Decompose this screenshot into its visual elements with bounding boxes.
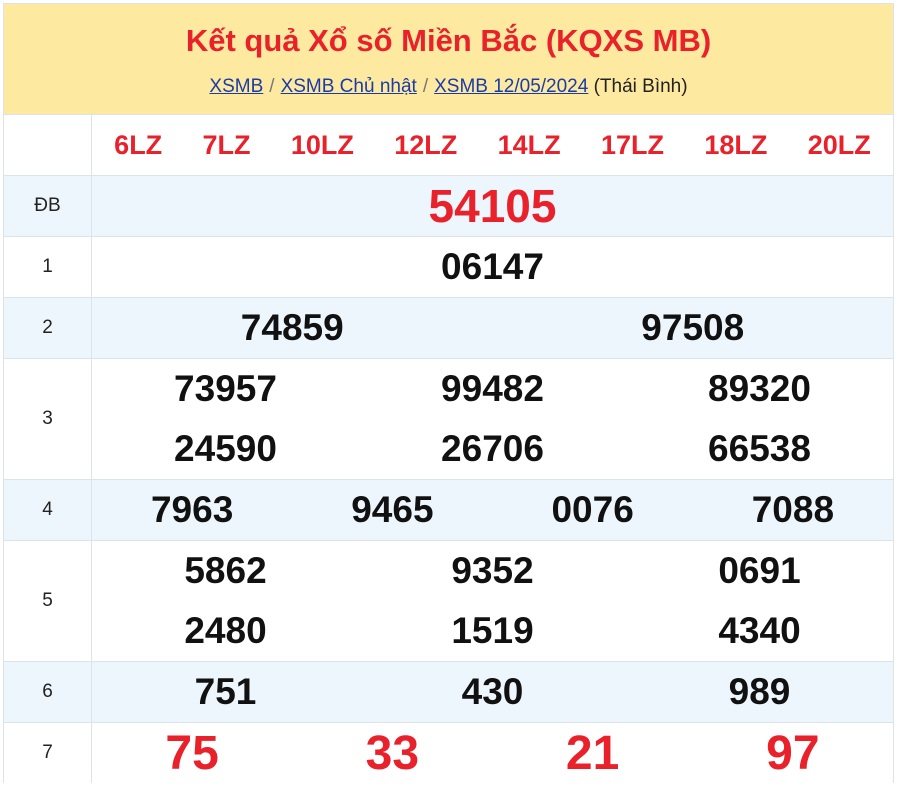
prize-label: 1: [4, 236, 92, 298]
prize-number: 751: [194, 671, 257, 712]
code: 12LZ: [394, 129, 458, 160]
code: 14LZ: [497, 129, 561, 160]
prize-number: 7963: [150, 489, 234, 530]
prize-label: 6: [4, 661, 92, 723]
prize-label: ĐB: [4, 175, 92, 237]
prize-number: 74859: [240, 307, 344, 348]
prize-row: 7 75 33 21 97: [4, 722, 893, 783]
prize-row: 5 5862 9352 0691 2480 1519 4340: [4, 540, 893, 662]
breadcrumb-xsmb-date[interactable]: XSMB 12/05/2024: [434, 76, 589, 97]
prize-number: 9465: [351, 489, 434, 530]
prize-number: 97508: [641, 307, 745, 348]
prize-number: 97: [766, 726, 820, 780]
separator: /: [422, 76, 429, 97]
prize-number: 0691: [718, 550, 801, 591]
prize-label: 5: [4, 540, 92, 662]
code: 6LZ: [114, 129, 163, 160]
prize-number: 99482: [441, 368, 544, 409]
prize-number: 9352: [451, 550, 534, 591]
prize-row: 2 74859 97508: [4, 297, 893, 359]
prize-number: 26706: [441, 428, 544, 469]
prize-number: 66538: [708, 428, 811, 469]
prize-label: 3: [4, 358, 92, 480]
code: 10LZ: [290, 129, 354, 160]
prize-row: 3 73957 99482 89320 24590 26706 66538: [4, 358, 893, 480]
prize-number: 430: [461, 671, 524, 712]
code: 20LZ: [807, 129, 871, 160]
prize-number: 4340: [718, 610, 801, 651]
prize-number: 33: [365, 726, 420, 780]
results-table: 6LZ 7LZ 10LZ 12LZ 14LZ 17LZ 18LZ 20LZ ĐB 54105 1 06…: [4, 114, 893, 783]
row-label: [4, 114, 92, 176]
prize-label: 7: [4, 722, 92, 783]
prize-number: 24590: [174, 428, 277, 469]
prize-number: 1519: [451, 610, 534, 651]
prize-number: 5862: [184, 550, 267, 591]
prize-number: 2480: [184, 610, 267, 651]
breadcrumb-xsmb-sunday[interactable]: XSMB Chủ nhật: [280, 76, 417, 97]
codes-row: 6LZ 7LZ 10LZ 12LZ 14LZ 17LZ 18LZ 20LZ: [4, 114, 893, 176]
prize-label: 4: [4, 479, 92, 541]
header: Kết quả Xổ số Miền Bắc (KQXS MB) XSMB / XS…: [4, 4, 893, 114]
page-title: Kết quả Xổ số Miền Bắc (KQXS MB): [185, 23, 712, 58]
prize-row: ĐB 54105: [4, 175, 893, 237]
code: 17LZ: [601, 129, 665, 160]
prize-number: 54105: [428, 180, 557, 232]
prize-number: 89320: [708, 368, 811, 409]
prize-row: 4 7963 9465 0076 7088: [4, 479, 893, 541]
breadcrumb: XSMB / XSMB Chủ nhật / XSMB 12/05/2024 (Thái…: [4, 76, 893, 98]
code: 18LZ: [704, 129, 768, 160]
prize-number: 06147: [441, 246, 544, 287]
province: (Thái Bình): [593, 76, 688, 97]
prize-number: 989: [728, 671, 791, 712]
separator: /: [269, 76, 275, 97]
prize-number: 7088: [751, 489, 835, 530]
code: 7LZ: [202, 129, 251, 160]
results-table-container: Kết quả Xổ số Miền Bắc (KQXS MB) XSMB / XS…: [3, 3, 894, 783]
breadcrumb-xsmb[interactable]: XSMB: [209, 76, 264, 97]
prize-number: 0076: [551, 489, 634, 530]
prize-row: 1 06147: [4, 236, 893, 298]
prize-number: 75: [165, 726, 219, 780]
prize-number: 73957: [174, 368, 277, 409]
prize-row: 6 751 430 989: [4, 661, 893, 723]
prize-number: 21: [565, 726, 620, 780]
prize-label: 2: [4, 297, 92, 359]
